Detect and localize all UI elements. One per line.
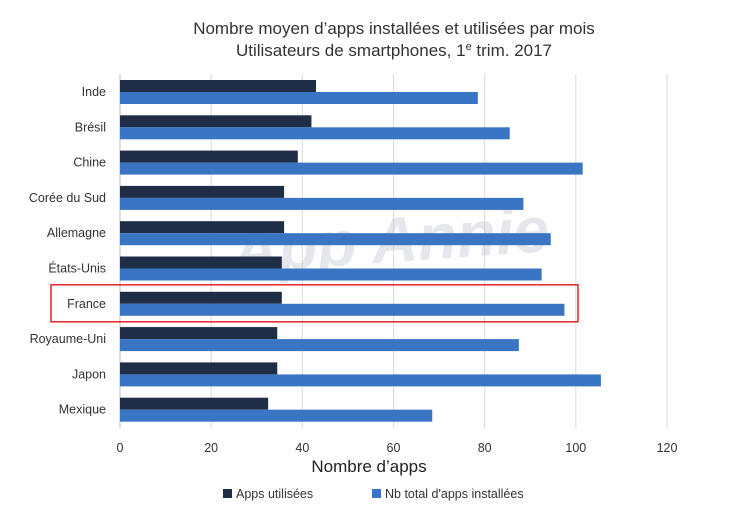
legend-swatch-total-installees: [372, 489, 381, 498]
bar-apps-utilisees: [120, 150, 298, 163]
bar-total-installees: [120, 339, 519, 352]
chart-title-line2: Utilisateurs de smartphones, 1e trim. 20…: [236, 41, 552, 60]
bar-apps-utilisees: [120, 80, 317, 92]
x-tick-label: 80: [478, 441, 492, 455]
category-label: Corée du Sud: [29, 191, 106, 205]
legend-label-apps-utilisees: Apps utilisées: [236, 487, 313, 501]
x-tick-label: 60: [387, 441, 401, 455]
chart-title-line1: Nombre moyen d’apps installées et utilis…: [193, 19, 595, 38]
x-axis-label: Nombre d’apps: [311, 457, 426, 476]
category-label: Chine: [73, 156, 106, 170]
x-tick-labels: 0 20 40 60 80 100 120: [117, 441, 678, 455]
category-label: Royaume-Uni: [30, 332, 106, 346]
bar-total-installees: [120, 409, 433, 422]
x-tick-label: 20: [204, 441, 218, 455]
category-label: Allemagne: [47, 226, 106, 240]
x-tick-label: 100: [565, 441, 586, 455]
category-label: Mexique: [59, 403, 106, 417]
legend-swatch-apps-utilisees: [223, 489, 232, 498]
bar-total-installees: [120, 197, 524, 210]
bar-total-installees: [120, 233, 551, 246]
bar-apps-utilisees: [120, 256, 282, 269]
bar-apps-utilisees: [120, 327, 278, 340]
category-label: Japon: [72, 367, 106, 381]
bar-total-installees: [120, 268, 542, 281]
bar-total-installees: [120, 162, 583, 175]
x-tick-label: 0: [117, 441, 124, 455]
legend: Apps utilisées Nb total d'apps installée…: [223, 487, 524, 501]
legend-label-total-installees: Nb total d'apps installées: [385, 487, 524, 501]
bar-apps-utilisees: [120, 397, 269, 410]
x-tick-label: 40: [295, 441, 309, 455]
bar-apps-utilisees: [120, 115, 312, 128]
bar-total-installees: [120, 92, 478, 104]
bar-total-installees: [120, 374, 601, 387]
chart-subtitle-superscript: e: [466, 41, 472, 53]
x-tick-label: 120: [657, 441, 678, 455]
category-label: France: [67, 297, 106, 311]
category-label: États-Unis: [48, 261, 106, 276]
highlight-box-france: [50, 284, 579, 323]
bar-apps-utilisees: [120, 291, 282, 304]
chart-subtitle-main: Utilisateurs de smartphones, 1: [236, 41, 466, 60]
chart-subtitle-end: trim. 2017: [472, 41, 552, 60]
bar-total-installees: [120, 127, 510, 140]
category-labels: Inde Brésil Chine Corée du Sud Allemagne État…: [29, 85, 106, 417]
bar-apps-utilisees: [120, 362, 278, 375]
category-label: Brésil: [75, 120, 106, 134]
bar-apps-utilisees: [120, 221, 285, 234]
bar-total-installees: [120, 303, 565, 316]
bars-group: [120, 80, 601, 422]
category-label: Inde: [82, 85, 106, 99]
bar-apps-utilisees: [120, 185, 285, 198]
